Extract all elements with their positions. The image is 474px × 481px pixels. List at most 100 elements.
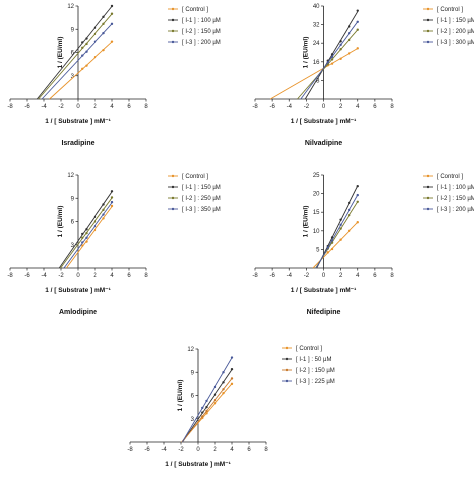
x-tick-label: 2: [93, 104, 97, 110]
y-tick-label: 9: [191, 370, 195, 376]
data-point: [81, 67, 84, 70]
y-tick-label: 12: [187, 347, 194, 353]
x-tick-label: 0: [76, 104, 80, 110]
legend-label: [ I-1 ] : 50 µM: [296, 357, 331, 363]
data-point: [85, 64, 88, 67]
data-point: [93, 26, 97, 29]
x-tick-label: 4: [356, 104, 360, 110]
x-tick-label: -6: [24, 273, 30, 279]
x-axis-label: 1 / [ Substrate ] mM⁻¹: [291, 118, 357, 125]
x-tick-label: 6: [247, 447, 251, 453]
data-point: [81, 244, 84, 247]
x-tick-label: -2: [58, 104, 64, 110]
legend-swatch-marker: [171, 29, 175, 33]
data-point: [230, 382, 234, 386]
data-point: [102, 48, 105, 52]
x-tick-label: 6: [373, 273, 377, 279]
x-tick-label: -6: [269, 273, 275, 279]
legend-label: [ Control ]: [437, 174, 463, 180]
data-point: [213, 402, 217, 405]
y-tick-label: 8: [316, 78, 320, 84]
data-point: [102, 208, 105, 212]
legend-label: [ Control ]: [296, 346, 322, 352]
data-point: [205, 399, 208, 403]
x-tick-label: 4: [110, 104, 114, 110]
data-point: [330, 239, 334, 242]
x-tick-label: 6: [373, 104, 377, 110]
x-tick-label: 6: [127, 104, 131, 110]
data-point: [339, 218, 342, 221]
data-point: [230, 377, 234, 380]
data-point: [110, 4, 114, 8]
data-point: [110, 40, 114, 43]
data-point: [93, 40, 97, 43]
legend-label: [ I-3 ] : 225 µM: [296, 379, 335, 385]
legend-swatch-marker: [426, 18, 430, 22]
x-tick-label: -2: [58, 273, 64, 279]
data-point: [93, 55, 97, 59]
data-point: [339, 238, 342, 241]
series-line: [49, 41, 113, 100]
data-point: [356, 47, 359, 50]
y-tick-label: 3: [71, 74, 75, 80]
y-tick-label: 5: [316, 247, 320, 253]
series-line: [38, 13, 113, 100]
data-point: [102, 203, 105, 206]
data-point: [222, 371, 225, 374]
legend-swatch-marker: [171, 185, 175, 189]
legend-label: [ Control ]: [437, 7, 463, 13]
y-tick-label: 24: [313, 41, 320, 47]
data-point: [201, 415, 204, 418]
data-point: [222, 388, 225, 391]
legend-label: [ I-3 ] : 300 µM: [437, 40, 474, 46]
data-point: [110, 204, 114, 208]
series-line: [300, 21, 359, 100]
x-axis-label: 1 / [ Substrate ] mM⁻¹: [165, 461, 231, 468]
y-tick-label: 40: [313, 4, 320, 10]
x-tick-label: -2: [304, 104, 310, 110]
data-point: [356, 20, 359, 24]
y-axis-label: 1 / (EU/ml): [57, 37, 64, 69]
data-point: [330, 247, 334, 251]
data-point: [93, 220, 97, 223]
x-tick-label: -6: [24, 104, 30, 110]
data-point: [201, 406, 204, 410]
series-line: [41, 23, 113, 100]
data-point: [110, 22, 114, 26]
data-point: [93, 228, 97, 232]
data-point: [102, 31, 105, 35]
y-tick-label: 15: [313, 210, 320, 216]
data-point: [85, 37, 88, 40]
data-point: [222, 391, 225, 395]
data-point: [205, 409, 208, 413]
chart-title: Nifedipine: [307, 309, 341, 316]
data-point: [93, 215, 97, 219]
data-point: [339, 223, 342, 227]
data-point: [205, 412, 208, 415]
series-line: [63, 202, 113, 269]
data-point: [339, 57, 342, 60]
x-axis-label: 1 / [ Substrate ] mM⁻¹: [45, 287, 111, 294]
legend-label: [ Control ]: [182, 174, 208, 180]
data-point: [85, 50, 88, 53]
x-tick-label: -8: [252, 273, 258, 279]
legend-swatch-marker: [426, 185, 430, 189]
y-axis-label: 1 / (EU/ml): [57, 206, 64, 238]
legend-swatch-marker: [171, 7, 175, 11]
legend-label: [ Control ]: [182, 7, 208, 13]
legend-label: [ I-2 ] : 200 µM: [437, 29, 474, 35]
data-point: [326, 251, 329, 254]
series-line: [36, 5, 113, 100]
data-point: [347, 38, 351, 42]
data-point: [102, 217, 105, 220]
data-point: [102, 22, 105, 26]
x-tick-label: -4: [287, 273, 293, 279]
x-tick-label: 8: [144, 104, 148, 110]
x-tick-label: 2: [93, 273, 97, 279]
data-point: [326, 246, 329, 249]
data-point: [330, 62, 334, 65]
legend-swatch-marker: [426, 40, 430, 44]
x-tick-label: 0: [76, 273, 80, 279]
x-tick-label: 0: [196, 447, 200, 453]
data-point: [81, 41, 84, 44]
